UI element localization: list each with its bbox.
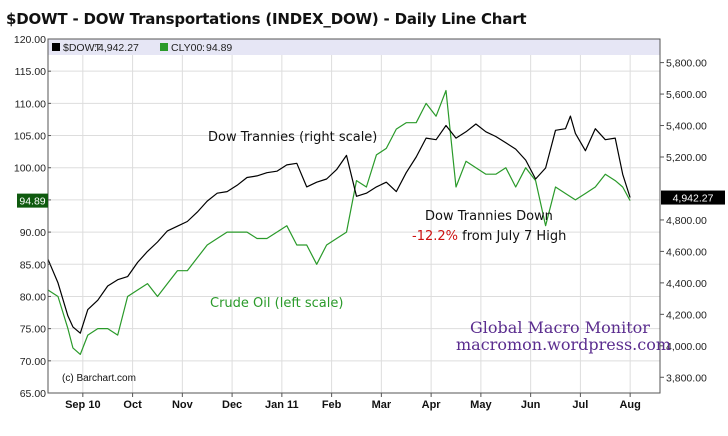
watermark-line1: Global Macro Monitor (470, 318, 650, 337)
annotation-crude-oil: Crude Oil (left scale) (210, 296, 344, 311)
left-tick-label: 110.00 (15, 98, 46, 110)
left-tick-label: 70.00 (20, 356, 46, 368)
series-line-cly00 (47, 89, 631, 355)
legend-swatch-1 (160, 43, 168, 51)
left-tick-label: 65.00 (20, 388, 46, 400)
legend: $DOWT: 4,942.27 CLY00:94.89 (52, 42, 232, 54)
right-tick-label: 4,200.00 (666, 309, 707, 321)
value-badges: 94.89 4,942.27 (17, 190, 725, 208)
x-tick-label: Feb (322, 399, 342, 411)
x-tick-label: Oct (123, 399, 142, 411)
annotation-down: Dow Trannies Down (425, 209, 553, 224)
annotation-pct-line: -12.2% from July 7 High (412, 229, 566, 244)
x-tick-label: Aug (619, 399, 640, 411)
left-tick-label: 100.00 (14, 163, 46, 175)
chart-title: $DOWT - DOW Transportations (INDEX_DOW) … (6, 10, 527, 28)
legend-bar (48, 39, 660, 55)
legend-value-1: 94.89 (206, 42, 232, 54)
legend-value-0: 4,942.27 (98, 42, 139, 54)
x-tick-label: Dec (222, 399, 242, 411)
x-tick-label: Jan 11 (265, 399, 299, 411)
left-tick-label: 120.00 (14, 34, 46, 46)
left-tick-label: 85.00 (20, 259, 46, 271)
badge-left-bg (17, 193, 48, 208)
left-tick-label: 80.00 (20, 291, 46, 303)
badge-right-bg (661, 190, 725, 205)
right-axis: 5,800.00 5,600.00 5,400.00 5,200.00 4,800.00… (660, 58, 707, 384)
right-tick-label: 5,400.00 (666, 121, 707, 133)
plot-border (47, 38, 661, 394)
legend-swatch-0 (52, 43, 60, 51)
x-tick-label: Sep 10 (65, 399, 100, 411)
x-tick-label: May (470, 399, 492, 411)
annotation-dow-trannies: Dow Trannies (right scale) (208, 130, 378, 145)
x-tick-label: Nov (172, 399, 194, 411)
legend-name-0: $DOWT (63, 42, 102, 54)
x-axis: Sep 10 Oct Nov Dec Jan 11 Feb Mar Apr May Jun Jul A… (65, 393, 641, 411)
x-tick-label: Apr (422, 399, 442, 411)
left-tick-label: 90.00 (20, 227, 46, 239)
legend-sep-1: : (202, 42, 205, 54)
left-tick-label: 105.00 (14, 131, 46, 143)
x-tick-label: Mar (372, 399, 392, 411)
right-tick-label: 4,800.00 (666, 215, 707, 227)
series-lines (47, 89, 631, 355)
right-tick-label: 5,200.00 (666, 152, 707, 164)
right-tick-label: 5,600.00 (666, 89, 707, 101)
right-tick-label: 4,600.00 (666, 246, 707, 258)
right-tick-label: 4,400.00 (666, 278, 707, 290)
right-tick-label: 3,800.00 (666, 372, 707, 384)
right-tick-label: 4,000.00 (666, 341, 707, 353)
legend-sep-0: : (94, 42, 97, 54)
left-tick-label: 75.00 (20, 324, 46, 336)
annotation-pct: -12.2% (412, 229, 458, 244)
badge-right-value: 4,942.27 (673, 193, 714, 205)
left-axis: 120.00115.00110.00105.00100.0095.0090.00… (14, 34, 51, 400)
watermark-line2: macromon.wordpress.com (456, 335, 671, 354)
annotation-pct-rest: from July 7 High (458, 229, 567, 244)
left-tick-label: 115.00 (15, 66, 46, 78)
x-tick-label: Jun (521, 399, 541, 411)
badge-left-value: 94.89 (19, 196, 45, 208)
copyright: (c) Barchart.com (62, 373, 136, 384)
legend-name-1: CLY00 (171, 42, 202, 54)
gridlines (48, 55, 660, 393)
x-tick-label: Jul (572, 399, 588, 411)
series-line-dowt (47, 115, 631, 334)
right-tick-label: 5,800.00 (666, 58, 707, 70)
